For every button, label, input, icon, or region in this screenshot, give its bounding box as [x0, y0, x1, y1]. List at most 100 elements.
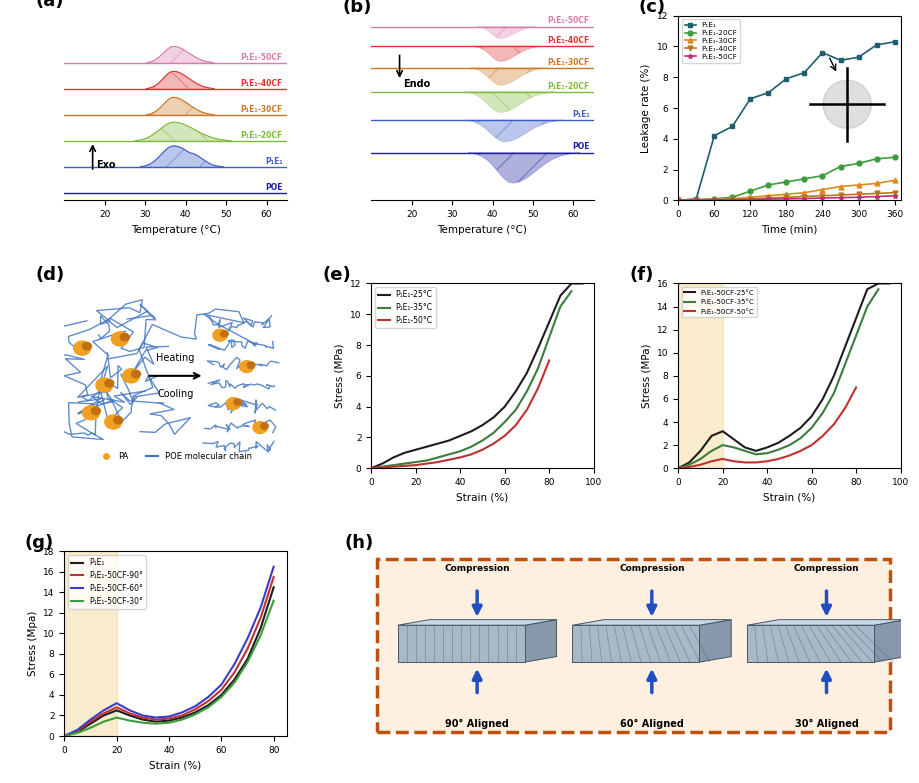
P₁E₁-50CF-25°C — [773, 438, 784, 448]
P₁E₁-50CF-35°C — [684, 460, 695, 470]
Line: P₁E₁: P₁E₁ — [64, 587, 274, 736]
P₁E₁-50CF-60° — [85, 715, 96, 724]
Line: P₁E₁-50CF-25°C: P₁E₁-50CF-25°C — [678, 283, 890, 468]
Text: 30° Aligned: 30° Aligned — [795, 720, 858, 730]
P₁E₁-25°C — [533, 344, 544, 353]
P₁E₁-50CF-60° — [137, 711, 148, 720]
P₁E₁-50°C — [366, 464, 377, 473]
FancyBboxPatch shape — [377, 559, 890, 732]
P₁E₁-50CF-90° — [255, 613, 267, 622]
P₁E₁-25°C — [488, 413, 499, 422]
P₁E₁-50CF — [691, 196, 702, 205]
Circle shape — [213, 330, 227, 341]
P₁E₁-50CF-30° — [242, 658, 253, 667]
Line: P₁E₁-30CF: P₁E₁-30CF — [675, 178, 897, 203]
Text: (b): (b) — [343, 0, 371, 16]
P₁E₁-30CF — [673, 196, 684, 205]
P₁E₁-50CF-30° — [151, 719, 162, 728]
P₁E₁-50CF-30° — [176, 715, 187, 724]
P₁E₁-50°C — [477, 445, 488, 454]
P₁E₁-40CF — [744, 194, 755, 204]
P₁E₁ — [817, 48, 828, 57]
Text: (c): (c) — [638, 0, 665, 16]
P₁E₁-50CF-25°C — [706, 431, 717, 441]
P₁E₁-40CF — [853, 189, 864, 199]
P₁E₁ — [799, 68, 810, 78]
P₁E₁-25°C — [399, 448, 410, 457]
P₁E₁-50CF-50°C — [695, 460, 706, 470]
P₁E₁-50CF-60° — [203, 692, 214, 702]
P₁E₁-50CF-50°C — [806, 440, 817, 449]
P₁E₁-50CF-90° — [111, 702, 122, 712]
Text: Compression: Compression — [794, 565, 859, 573]
P₁E₁-50CF-35°C — [873, 284, 884, 294]
P₁E₁-50°C — [377, 463, 388, 472]
P₁E₁ — [59, 731, 70, 741]
P₁E₁-50CF-25°C — [851, 313, 862, 323]
Text: P₁E₁: P₁E₁ — [572, 110, 590, 119]
P₁E₁ — [871, 40, 882, 49]
X-axis label: Temperature (°C): Temperature (°C) — [437, 225, 528, 235]
P₁E₁-50CF-25°C — [728, 435, 739, 444]
P₁E₁-40CF — [871, 189, 882, 198]
Legend: P₁E₁, P₁E₁-20CF, P₁E₁-30CF, P₁E₁-40CF, P₁E₁-50CF: P₁E₁, P₁E₁-20CF, P₁E₁-30CF, P₁E₁-40CF, P… — [682, 20, 740, 63]
Text: P₁E₁-50CF: P₁E₁-50CF — [241, 52, 283, 62]
P₁E₁-50CF-60° — [151, 713, 162, 722]
Circle shape — [83, 406, 99, 420]
Line: P₁E₁: P₁E₁ — [675, 39, 897, 203]
P₁E₁-25°C — [421, 442, 432, 451]
P₁E₁-25°C — [577, 279, 588, 288]
X-axis label: Strain (%): Strain (%) — [457, 493, 508, 503]
P₁E₁-50CF-90° — [124, 709, 135, 718]
P₁E₁-20CF — [781, 177, 792, 186]
P₁E₁-50CF — [709, 196, 720, 205]
Text: P₁E₁-40CF: P₁E₁-40CF — [548, 36, 590, 45]
Circle shape — [261, 423, 268, 429]
Legend: PA, POE molecular chain: PA, POE molecular chain — [96, 449, 255, 464]
P₁E₁ — [124, 711, 135, 720]
P₁E₁-30CF — [889, 175, 900, 185]
P₁E₁ — [111, 705, 122, 715]
Text: POE: POE — [266, 183, 283, 192]
P₁E₁-40CF — [835, 190, 846, 200]
P₁E₁-50°C — [399, 461, 410, 471]
Bar — [678, 283, 722, 468]
P₁E₁-50CF-35°C — [817, 408, 828, 417]
P₁E₁-50CF-25°C — [884, 279, 895, 288]
Circle shape — [247, 362, 255, 368]
P₁E₁-50CF-35°C — [862, 302, 873, 312]
P₁E₁-50CF-50°C — [740, 458, 751, 467]
P₁E₁ — [151, 717, 162, 727]
Text: P₁E₁-20CF: P₁E₁-20CF — [548, 81, 590, 91]
Text: (d): (d) — [36, 265, 64, 283]
P₁E₁-50CF-35°C — [751, 449, 762, 459]
Circle shape — [83, 343, 92, 350]
P₁E₁-50CF-30° — [189, 709, 200, 719]
P₁E₁ — [189, 708, 200, 717]
P₁E₁ — [691, 194, 702, 204]
P₁E₁-50CF-25°C — [740, 442, 751, 452]
Y-axis label: Leakage rate (%): Leakage rate (%) — [641, 63, 652, 153]
Line: P₁E₁-40CF: P₁E₁-40CF — [675, 190, 897, 203]
P₁E₁-50CF-35°C — [706, 446, 717, 456]
P₁E₁-50CF-35°C — [828, 388, 839, 398]
P₁E₁-20CF — [763, 180, 774, 189]
P₁E₁-50CF-60° — [98, 705, 109, 715]
P₁E₁-50CF-25°C — [717, 427, 728, 436]
P₁E₁-35°C — [521, 387, 532, 396]
P₁E₁ — [176, 713, 187, 722]
P₁E₁-50CF-90° — [72, 726, 83, 735]
P₁E₁-50°C — [455, 453, 466, 462]
P₁E₁-30CF — [709, 195, 720, 204]
P₁E₁ — [835, 56, 846, 65]
P₁E₁ — [709, 131, 720, 140]
Text: Exo: Exo — [96, 160, 116, 170]
P₁E₁-40CF — [763, 193, 774, 203]
Text: P₁E₁-30CF: P₁E₁-30CF — [241, 105, 283, 114]
X-axis label: Strain (%): Strain (%) — [150, 760, 201, 770]
P₁E₁-50CF-35°C — [728, 442, 739, 452]
P₁E₁ — [781, 74, 792, 84]
Circle shape — [221, 330, 228, 337]
P₁E₁-50CF-50°C — [784, 451, 795, 460]
P₁E₁ — [853, 52, 864, 62]
